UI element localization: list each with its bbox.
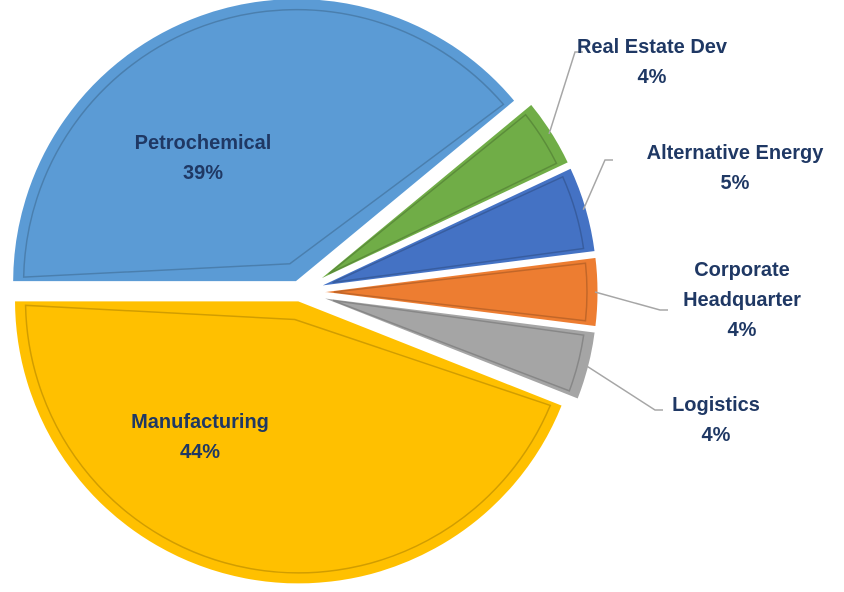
value-label: 39%: [182, 162, 224, 184]
leader-line: [594, 291, 668, 311]
slice-label: Real Estate Dev 4%: [572, 32, 732, 92]
leader-line: [548, 51, 583, 135]
category-label: Real Estate Dev: [576, 36, 728, 58]
slice-bevel: [332, 299, 585, 392]
slice-bevel: [328, 113, 558, 275]
leader-line: [585, 364, 663, 411]
leader-line: [582, 159, 613, 210]
slice-bevel: [332, 175, 585, 284]
category-label: Petrochemical: [134, 132, 272, 154]
category-label: Corporate Headquarter: [683, 259, 801, 311]
pie-slice: [10, 0, 519, 285]
pie-slice: [312, 164, 598, 290]
pie-slice: [313, 293, 598, 403]
value-label: 44%: [179, 441, 221, 463]
value-label: 5%: [720, 172, 750, 194]
slice-bevel: [24, 304, 552, 574]
value-label: 4%: [727, 319, 757, 341]
value-label: 4%: [637, 66, 667, 88]
slice-label: Petrochemical 39%: [103, 128, 303, 188]
value-label: 4%: [701, 424, 731, 446]
slice-label: Manufacturing 44%: [100, 407, 300, 467]
category-label: Logistics: [672, 394, 760, 416]
pie-slice: [313, 254, 601, 330]
category-label: Manufacturing: [131, 411, 269, 433]
slice-label: Alternative Energy 5%: [620, 138, 844, 198]
slice-bevel: [22, 8, 505, 278]
slice-label: Corporate Headquarter 4%: [667, 255, 817, 345]
pie-slice: [310, 100, 572, 286]
slice-bevel: [333, 262, 588, 322]
slice-label: Logistics 4%: [646, 390, 786, 450]
category-label: Alternative Energy: [646, 142, 824, 164]
pie-slice: [11, 298, 566, 587]
